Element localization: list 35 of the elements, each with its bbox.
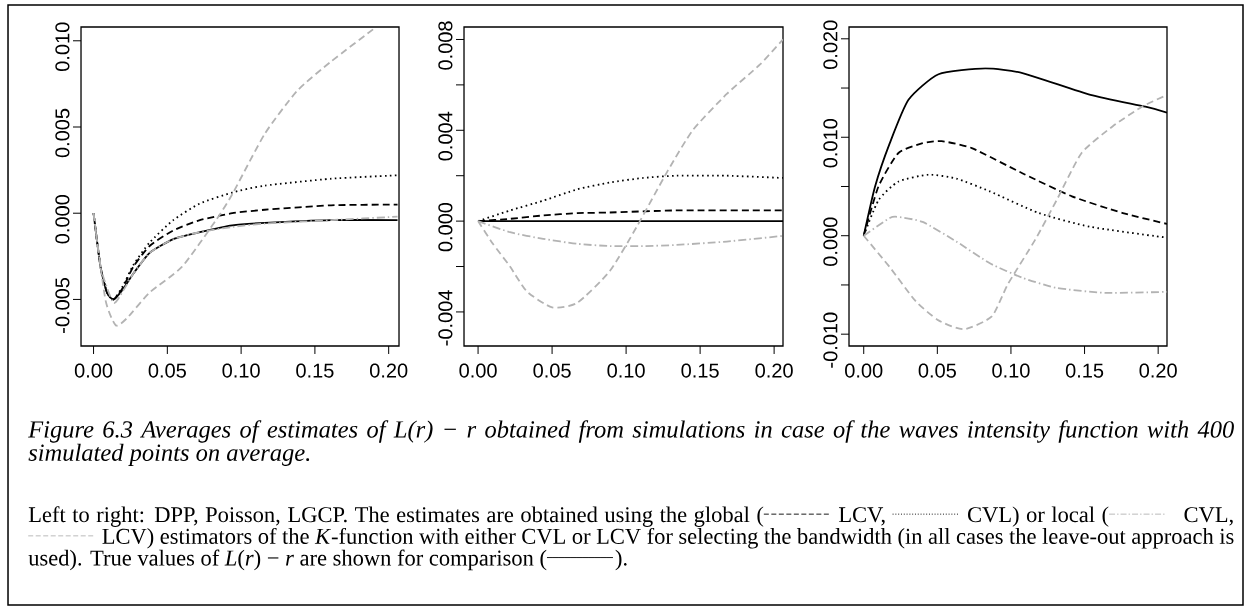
- x-tick-label: 0.00: [845, 363, 883, 378]
- y-tick-label: 0.010: [823, 119, 838, 168]
- x-tick-label: 0.00: [74, 363, 113, 378]
- y-tick-label: 0.005: [55, 108, 70, 158]
- y-tick-label: 0.010: [55, 22, 70, 72]
- text: LCV) estimators of the K-function with either CVL or LCV for selecting the bandwidth (in all cases the leave-out approach is: [102, 527, 1234, 549]
- y-tick-label: 0.020: [823, 20, 838, 70]
- x-tick-label: 0.10: [222, 363, 260, 378]
- y-tick-label: -0.004: [438, 290, 453, 346]
- x-tick-label: 0.10: [607, 363, 645, 378]
- y-tick-label: 0.000: [55, 194, 70, 244]
- x-tick-label: 0.00: [459, 363, 497, 378]
- x-tick-label: 0.20: [755, 363, 793, 378]
- y-tick-label: -0.010: [823, 312, 838, 368]
- y-tick-label: 0.004: [438, 111, 453, 161]
- text: used). True values of L(r) − r are shown for comparison (: [28, 549, 547, 571]
- text: Left to right: DPP, Poisson, LGCP. The estimates are obtained using the global (: [28, 506, 764, 527]
- text: Figure 6.3 Averages of estimates of L(r) − r obtained from simulations in case of the waves intensity function with 400 simulated points on average.: [28, 420, 1234, 466]
- text: CVL,: [1184, 507, 1233, 526]
- y-tick-label: -0.005: [55, 277, 70, 333]
- x-tick-label: 0.15: [296, 363, 334, 378]
- x-tick-label: 0.20: [1139, 363, 1177, 378]
- x-tick-label: 0.10: [992, 363, 1030, 378]
- x-tick-label: 0.05: [533, 363, 571, 378]
- y-tick-label: 0.000: [438, 202, 453, 252]
- text: LCV,: [838, 507, 885, 526]
- x-tick-label: 0.05: [148, 363, 186, 378]
- y-tick-label: 0.000: [823, 217, 838, 266]
- x-tick-label: 0.20: [370, 363, 408, 378]
- x-tick-label: 0.05: [918, 363, 956, 378]
- x-tick-label: 0.15: [1065, 363, 1104, 378]
- x-tick-label: 0.15: [681, 363, 719, 378]
- y-tick-label: 0.008: [438, 21, 453, 70]
- text: CVL) or local (: [968, 506, 1109, 527]
- text: ).: [615, 549, 627, 571]
